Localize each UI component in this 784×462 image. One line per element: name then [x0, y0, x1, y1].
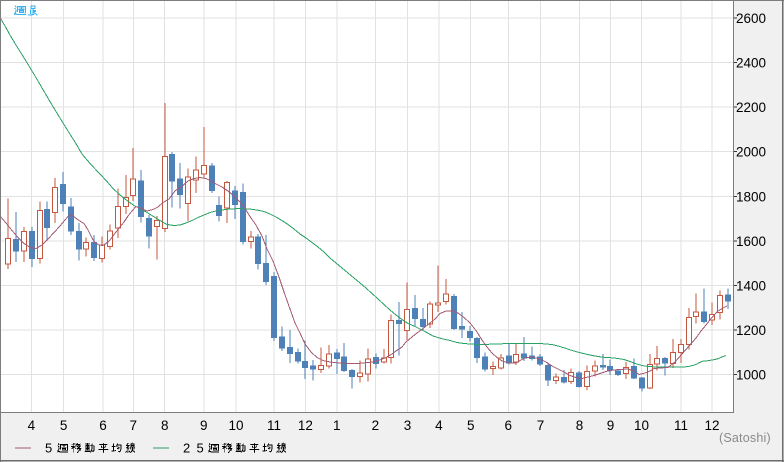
svg-text:1000: 1000 — [736, 368, 766, 383]
svg-text:4: 4 — [28, 418, 36, 433]
svg-text:5: 5 — [60, 418, 68, 433]
svg-text:8: 8 — [161, 418, 169, 433]
svg-text:10: 10 — [634, 418, 649, 433]
svg-text:7: 7 — [537, 418, 545, 433]
svg-text:4: 4 — [435, 418, 443, 433]
svg-text:2600: 2600 — [736, 11, 766, 26]
svg-text:1200: 1200 — [736, 323, 766, 338]
svg-text:2: 2 — [372, 418, 380, 433]
svg-text:5: 5 — [467, 418, 475, 433]
svg-text:2400: 2400 — [736, 56, 766, 71]
svg-text:2: 2 — [183, 441, 190, 456]
svg-text:5: 5 — [197, 441, 204, 456]
svg-text:12: 12 — [704, 418, 719, 433]
svg-text:12: 12 — [298, 418, 313, 433]
svg-text:2000: 2000 — [736, 145, 766, 160]
svg-text:1: 1 — [333, 418, 341, 433]
svg-text:10: 10 — [228, 418, 243, 433]
svg-text:9: 9 — [607, 418, 615, 433]
svg-text:11: 11 — [674, 418, 688, 433]
svg-text:(Satoshi): (Satoshi) — [719, 431, 771, 445]
svg-text:6: 6 — [99, 418, 107, 433]
svg-text:11: 11 — [267, 418, 281, 433]
svg-text:2200: 2200 — [736, 100, 766, 115]
svg-text:5: 5 — [45, 441, 52, 456]
svg-text:6: 6 — [505, 418, 513, 433]
svg-text:1400: 1400 — [736, 279, 766, 294]
svg-text:1600: 1600 — [736, 234, 766, 249]
svg-text:9: 9 — [200, 418, 208, 433]
svg-text:3: 3 — [404, 418, 412, 433]
svg-text:8: 8 — [576, 418, 584, 433]
svg-text:1800: 1800 — [736, 189, 766, 204]
svg-text:7: 7 — [130, 418, 138, 433]
